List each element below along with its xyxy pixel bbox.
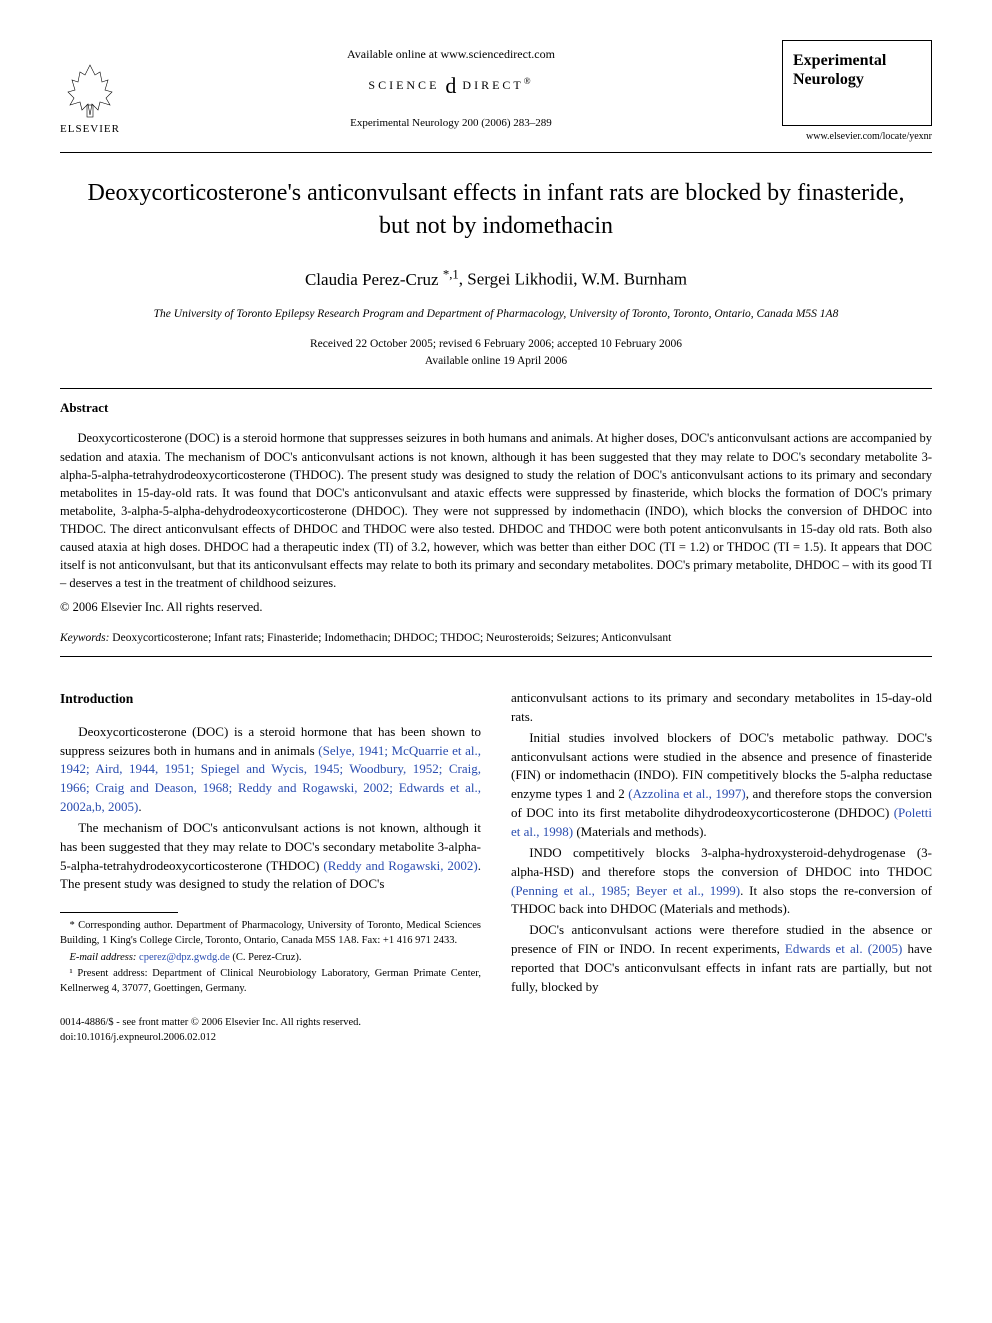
sd-text-left: SCIENCE [368,78,439,92]
keywords-label: Keywords: [60,632,109,644]
author-list: Claudia Perez-Cruz *,1, Sergei Likhodii,… [60,266,932,291]
publisher-logo-block: ELSEVIER [60,40,120,137]
abstract-bottom-rule [60,656,932,657]
sd-at-icon: d [445,73,456,98]
intro-para-3: anticonvulsant actions to its primary an… [511,689,932,727]
header-rule [60,152,932,153]
journal-title-box: Experimental Neurology [782,40,932,126]
author-1: Claudia Perez-Cruz *,1 [305,270,459,289]
intro-para-4: Initial studies involved blockers of DOC… [511,729,932,842]
issn-copyright: 0014-4886/$ - see front matter © 2006 El… [60,1015,481,1030]
email-line: E-mail address: cperez@dpz.gwdg.de (C. P… [60,951,481,966]
footnote-rule [60,912,178,913]
front-matter-line: 0014-4886/$ - see front matter © 2006 El… [60,1015,481,1045]
received-revised-accepted: Received 22 October 2005; revised 6 Febr… [310,338,682,350]
email-author: (C. Perez-Cruz). [232,952,301,963]
column-left: Introduction Deoxycorticosterone (DOC) i… [60,689,481,1045]
footnotes: * Corresponding author. Department of Ph… [60,919,481,996]
intro-heading: Introduction [60,689,481,709]
citation[interactable]: (Penning et al., 1985; Beyer et al., 199… [511,883,740,898]
affiliation: The University of Toronto Epilepsy Resea… [60,306,932,322]
abstract-text: Deoxycorticosterone (DOC) is a steroid h… [60,429,932,592]
publisher-name: ELSEVIER [60,122,120,137]
keywords-line: Keywords: Deoxycorticosterone; Infant ra… [60,630,932,646]
intro-para-1: Deoxycorticosterone (DOC) is a steroid h… [60,723,481,817]
intro-para-6: DOC's anticonvulsant actions were theref… [511,921,932,996]
journal-box-wrap: Experimental Neurology www.elsevier.com/… [782,40,932,144]
email-address[interactable]: cperez@dpz.gwdg.de [139,952,230,963]
article-title: Deoxycorticosterone's anticonvulsant eff… [60,177,932,242]
journal-citation: Experimental Neurology 200 (2006) 283–28… [120,116,782,131]
journal-name-line1: Experimental [793,52,886,69]
intro-para-2: The mechanism of DOC's anticonvulsant ac… [60,819,481,894]
abstract-copyright: © 2006 Elsevier Inc. All rights reserved… [60,599,932,617]
citation[interactable]: (Reddy and Rogawski, 2002) [323,858,477,873]
corresponding-author-note: * Corresponding author. Department of Ph… [60,919,481,948]
present-address-note: ¹ Present address: Department of Clinica… [60,967,481,996]
elsevier-tree-icon [60,60,120,120]
keywords-text: Deoxycorticosterone; Infant rats; Finast… [112,632,671,644]
citation[interactable]: (Azzolina et al., 1997) [628,786,745,801]
available-online-date: Available online 19 April 2006 [425,355,567,367]
sciencedirect-logo: SCIENCE d DIRECT® [120,71,782,102]
citation[interactable]: Edwards et al. (2005) [785,941,902,956]
column-right: anticonvulsant actions to its primary an… [511,689,932,1045]
author-2: Sergei Likhodii [467,270,573,289]
abstract-heading: Abstract [60,399,932,417]
journal-name: Experimental Neurology [793,51,921,89]
abstract-top-rule [60,388,932,389]
journal-url: www.elsevier.com/locate/yexnr [782,130,932,144]
page-header: ELSEVIER Available online at www.science… [60,40,932,144]
email-label: E-mail address: [69,952,136,963]
journal-name-line2: Neurology [793,71,864,88]
intro-para-5: INDO competitively blocks 3-alpha-hydrox… [511,844,932,919]
sd-text-right: DIRECT [462,78,523,92]
body-columns: Introduction Deoxycorticosterone (DOC) i… [60,689,932,1045]
doi: doi:10.1016/j.expneurol.2006.02.012 [60,1030,481,1045]
author-3: W.M. Burnham [581,270,687,289]
header-center: Available online at www.sciencedirect.co… [120,40,782,131]
available-online-text: Available online at www.sciencedirect.co… [120,46,782,63]
article-dates: Received 22 October 2005; revised 6 Febr… [60,336,932,371]
